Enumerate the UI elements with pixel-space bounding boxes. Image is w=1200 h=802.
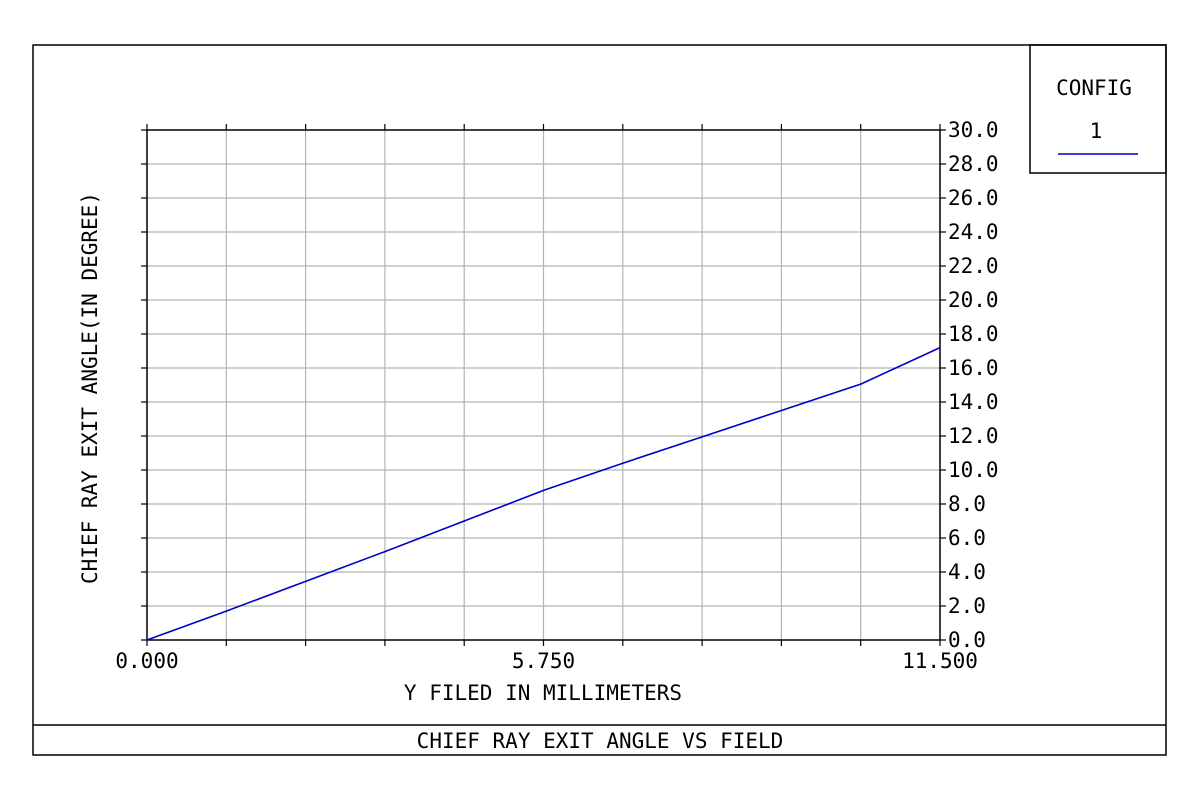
plot-area [146,129,941,641]
series-point [701,436,703,438]
chart-title: CHIEF RAY EXIT ANGLE VS FIELD [417,729,784,753]
y-tick-label: 16.0 [948,356,999,380]
series-point [939,346,941,349]
series-point [622,462,624,465]
x-tick-label: 0.000 [115,649,178,673]
outer-frame [32,44,1167,756]
x-tick-label: 11.500 [902,649,978,673]
y-tick-label: 30.0 [948,118,999,142]
series-layer [146,346,941,641]
series-point [304,580,307,583]
series-point [542,489,545,492]
series-point [225,610,228,612]
y-tick-label: 20.0 [948,288,999,312]
series-point [146,639,148,641]
grid-lines [147,130,940,640]
legend-title: CONFIG [1056,76,1132,100]
y-tick-label: 26.0 [948,186,999,210]
series-point [463,520,466,522]
y-tick-label: 4.0 [948,560,986,584]
x-tick-labels: 0.000 5.750 11.500 [115,649,978,673]
y-tick-labels: 0.0 2.0 4.0 6.0 8.0 10.0 12.0 14.0 16.0 18.0 20.0 2… [948,118,999,652]
y-tick-label: 10.0 [948,458,999,482]
y-tick-label: 6.0 [948,526,986,550]
y-tick-label: 14.0 [948,390,999,414]
y-tick-label: 12.0 [948,424,999,448]
legend-box [1029,44,1167,174]
y-tick-label: 28.0 [948,152,999,176]
x-tick-label: 5.750 [512,649,575,673]
y-axis-label: CHIEF RAY EXIT ANGLE(IN DEGREE) [78,192,102,584]
series-point [859,383,862,385]
y-tick-label: 22.0 [948,254,999,278]
y-tick-label: 8.0 [948,492,986,516]
y-tick-label: 0.0 [948,628,986,652]
axis-ticks [141,124,946,646]
series-point [384,550,386,553]
legend-entry-label: 1 [1090,119,1103,143]
y-tick-label: 24.0 [948,220,999,244]
series-point [780,409,783,412]
y-tick-label: 2.0 [948,594,986,618]
x-axis-label: Y FILED IN MILLIMETERS [404,681,682,705]
y-tick-label: 18.0 [948,322,999,346]
